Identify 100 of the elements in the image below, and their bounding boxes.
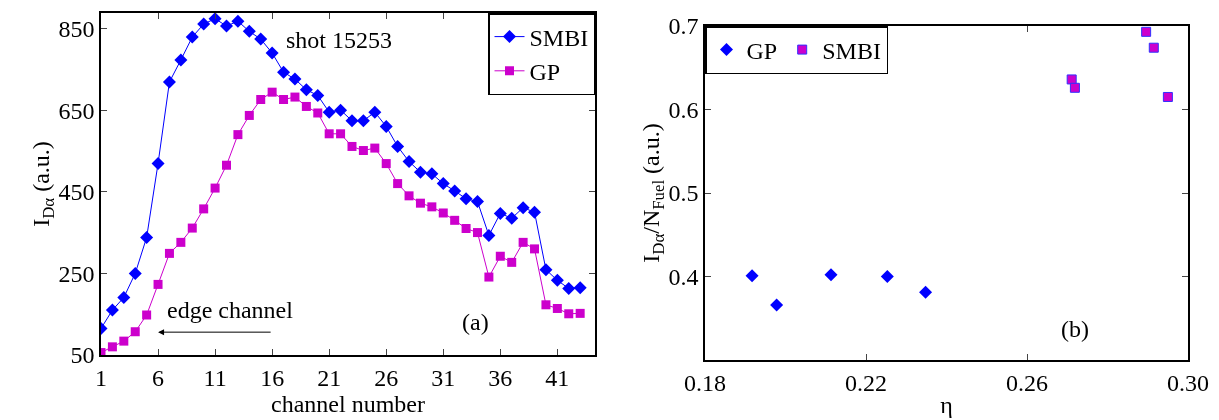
point bbox=[518, 237, 528, 247]
point bbox=[381, 159, 391, 169]
point bbox=[530, 244, 540, 254]
point bbox=[427, 202, 437, 212]
point bbox=[185, 30, 199, 44]
point bbox=[254, 32, 268, 46]
point bbox=[562, 281, 576, 295]
point bbox=[130, 327, 140, 337]
point bbox=[484, 272, 494, 282]
point bbox=[507, 257, 517, 267]
point bbox=[176, 237, 186, 247]
x-tick-label: 31 bbox=[431, 364, 456, 391]
point bbox=[1141, 26, 1152, 37]
point bbox=[267, 87, 277, 97]
point bbox=[142, 310, 152, 320]
point bbox=[402, 155, 416, 169]
point bbox=[231, 14, 245, 28]
point bbox=[288, 72, 302, 86]
point bbox=[573, 281, 587, 295]
point bbox=[313, 108, 323, 118]
y-tick-label: 0.4 bbox=[668, 263, 699, 290]
point bbox=[220, 19, 233, 33]
y-tick-label: 0.5 bbox=[668, 180, 699, 207]
point bbox=[151, 157, 165, 171]
point bbox=[222, 160, 231, 170]
point bbox=[450, 215, 460, 225]
annotation: (b) bbox=[1061, 316, 1089, 342]
point bbox=[541, 300, 551, 310]
point bbox=[436, 177, 450, 191]
point bbox=[358, 146, 368, 156]
point bbox=[140, 230, 154, 244]
point bbox=[415, 198, 425, 208]
point bbox=[505, 211, 519, 225]
legend-label: GP bbox=[529, 59, 561, 86]
point bbox=[107, 342, 117, 352]
x-tick-label: 0.18 bbox=[684, 369, 726, 396]
y-tick-label: 0.6 bbox=[668, 96, 699, 123]
point bbox=[379, 119, 393, 133]
point bbox=[1069, 82, 1080, 93]
point bbox=[1066, 74, 1077, 85]
point bbox=[356, 114, 370, 128]
point bbox=[824, 268, 838, 282]
point bbox=[334, 103, 348, 117]
point bbox=[210, 183, 220, 193]
y-tick-label: 650 bbox=[58, 97, 95, 124]
point bbox=[575, 308, 585, 318]
point bbox=[290, 92, 300, 102]
point bbox=[347, 141, 357, 151]
point bbox=[119, 336, 129, 346]
point bbox=[153, 279, 163, 289]
point bbox=[448, 184, 462, 198]
x-tick-label: 16 bbox=[260, 364, 285, 391]
point bbox=[564, 309, 574, 319]
x-tick-label: 6 bbox=[152, 364, 165, 391]
point bbox=[539, 263, 553, 277]
x-tick-label: 1 bbox=[95, 364, 107, 391]
y-tick-label: 450 bbox=[58, 179, 95, 206]
point bbox=[128, 266, 142, 280]
point bbox=[425, 167, 439, 181]
point bbox=[880, 270, 894, 283]
point bbox=[197, 17, 211, 31]
point bbox=[324, 129, 334, 139]
point bbox=[393, 179, 403, 189]
point bbox=[472, 228, 482, 238]
x-axis-title: channel number bbox=[271, 390, 425, 417]
point bbox=[162, 75, 176, 89]
point bbox=[368, 105, 382, 119]
point bbox=[105, 303, 119, 317]
point bbox=[265, 46, 279, 60]
point bbox=[1148, 42, 1159, 53]
point bbox=[482, 228, 496, 242]
x-tick-label: 0.26 bbox=[1006, 369, 1048, 396]
point bbox=[404, 191, 414, 201]
point bbox=[516, 201, 530, 215]
point bbox=[208, 13, 222, 26]
x-tick-label: 11 bbox=[203, 364, 227, 391]
point bbox=[528, 205, 542, 219]
point bbox=[550, 273, 564, 287]
point bbox=[187, 223, 197, 233]
point bbox=[461, 223, 471, 233]
point bbox=[438, 208, 448, 218]
point bbox=[299, 83, 313, 97]
y-tick-label: 0.7 bbox=[668, 13, 699, 40]
annotation: (a) bbox=[462, 309, 489, 335]
point bbox=[256, 95, 266, 105]
y-tick-label: 50 bbox=[70, 342, 95, 369]
point bbox=[117, 290, 131, 304]
x-tick-label: 21 bbox=[317, 364, 342, 391]
point bbox=[770, 298, 784, 312]
x-tick-label: 41 bbox=[545, 364, 570, 391]
x-tick-label: 0.22 bbox=[845, 369, 887, 396]
point bbox=[345, 114, 359, 128]
point bbox=[244, 110, 254, 120]
legend-label: SMBI bbox=[529, 24, 589, 51]
point bbox=[745, 269, 759, 283]
point bbox=[199, 204, 209, 214]
point bbox=[279, 95, 289, 105]
point bbox=[493, 206, 507, 220]
legend-label: GP bbox=[746, 37, 778, 64]
point bbox=[301, 101, 311, 111]
